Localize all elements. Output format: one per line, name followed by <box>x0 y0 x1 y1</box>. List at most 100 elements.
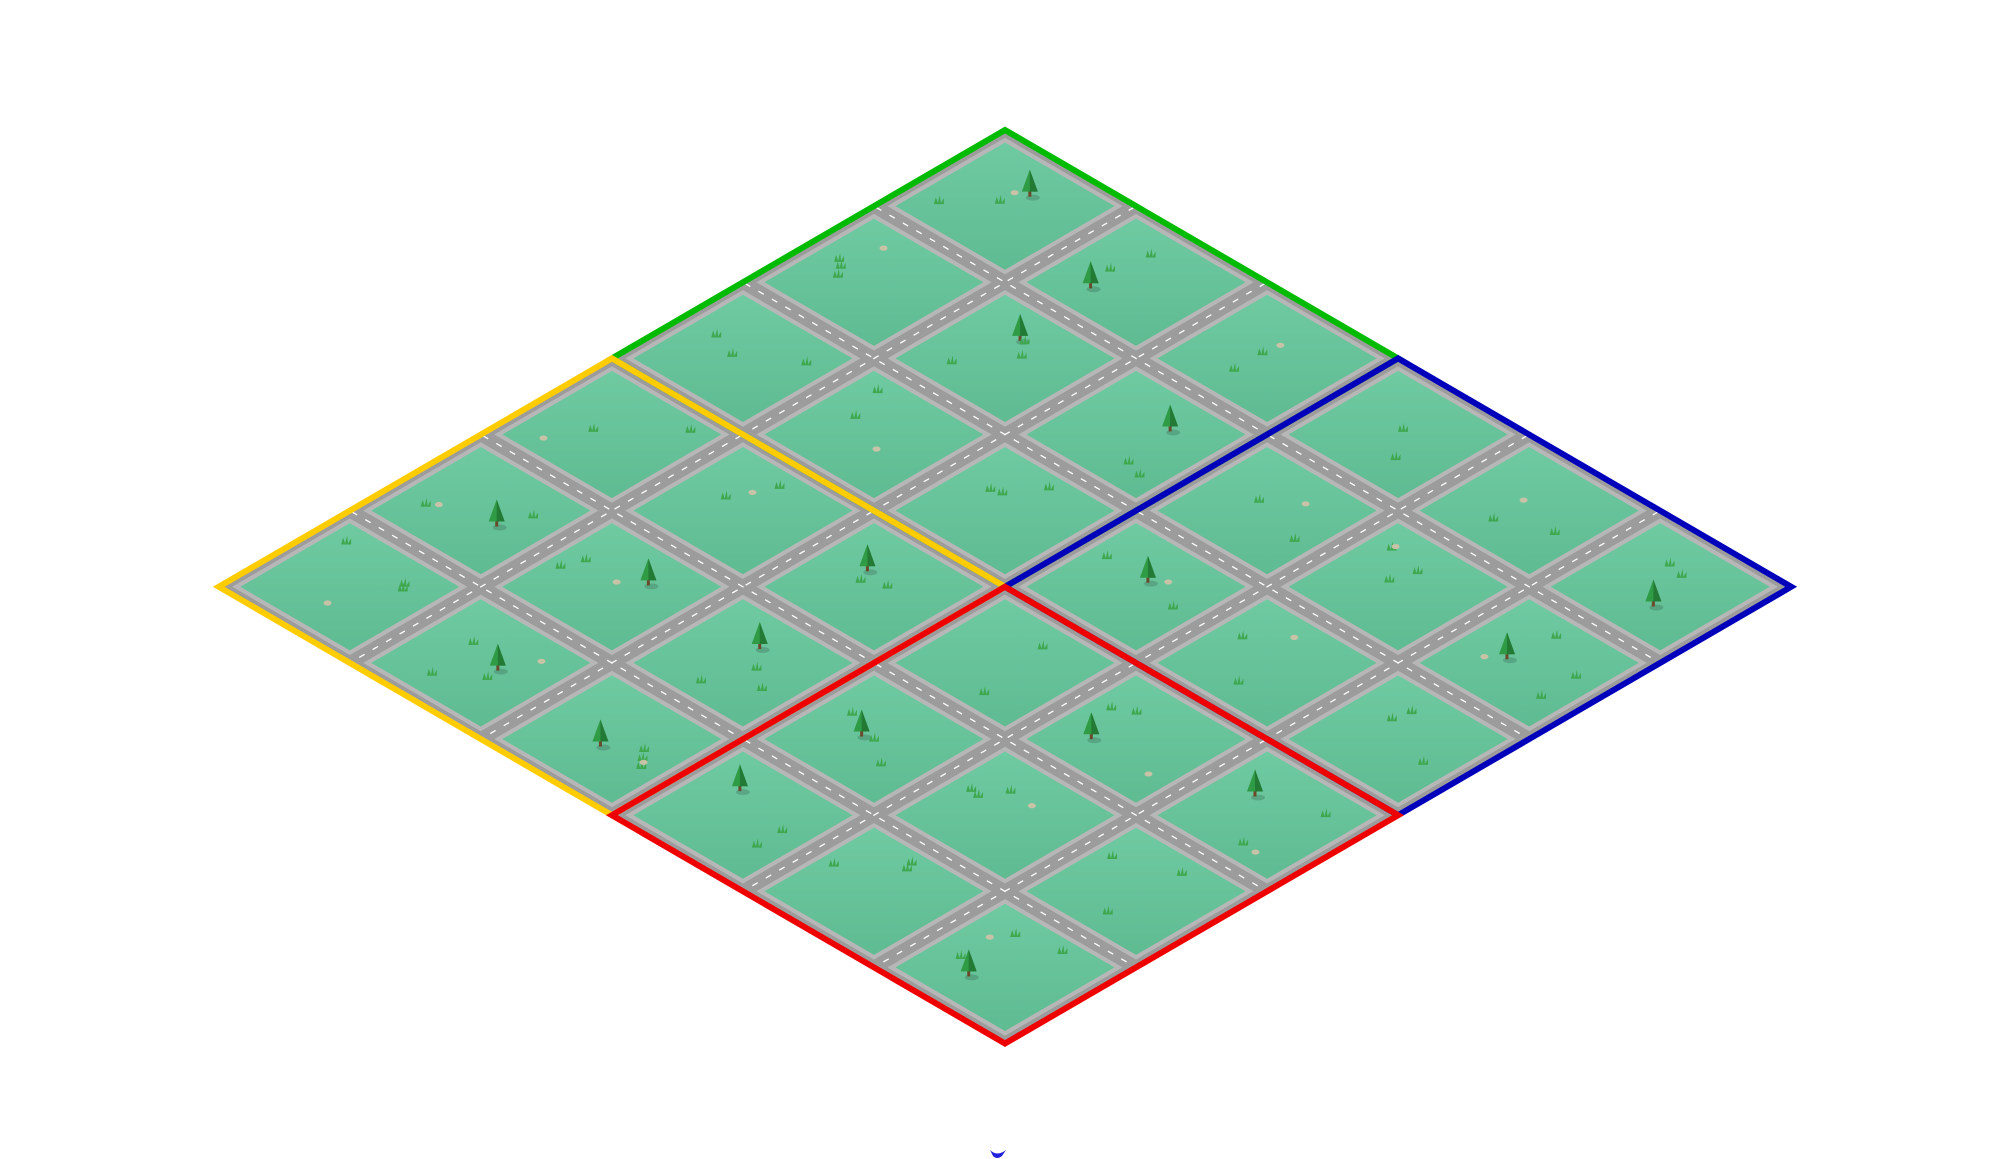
lane-marking <box>996 733 1003 739</box>
lane-marking <box>1325 620 1332 625</box>
lane-marking <box>1427 489 1434 495</box>
lane-marking <box>1094 485 1101 491</box>
grass-tuft-icon <box>1406 705 1417 715</box>
tree-shade <box>1147 555 1156 578</box>
tree-trunk <box>758 642 762 650</box>
lane-marking <box>405 542 412 547</box>
grass-block <box>502 370 722 499</box>
lane-marking <box>1104 339 1111 344</box>
lane-marking <box>993 741 1000 746</box>
cursor-layer <box>990 1150 1006 1158</box>
lane-marking <box>1631 645 1638 651</box>
lane-marking <box>1094 942 1101 947</box>
grass-block <box>1026 218 1246 346</box>
lane-marking <box>819 843 826 848</box>
lane-marking <box>1164 526 1171 532</box>
tree-shadow <box>755 647 770 654</box>
tree-trunk <box>1089 732 1093 740</box>
lane-marking <box>940 316 947 321</box>
grass-tuft-icon <box>1107 850 1118 860</box>
grass-tuft-icon <box>636 760 647 770</box>
grass-block <box>895 599 1115 727</box>
lane-marking <box>584 675 591 680</box>
rock-icon <box>1290 634 1299 640</box>
grass-block <box>1288 370 1508 499</box>
lane-marking <box>980 292 987 297</box>
lane-marking <box>953 765 960 770</box>
tree-shade <box>1653 579 1662 602</box>
lane-marking <box>983 269 990 274</box>
lane-marking <box>1232 298 1239 303</box>
grass-tuft-icon <box>901 862 912 872</box>
lane-marking <box>1044 407 1051 413</box>
lane-marking <box>765 874 772 879</box>
lane-marking <box>1144 819 1151 824</box>
grass-tuft-icon <box>720 490 731 500</box>
lane-marking <box>953 308 960 313</box>
grass-block <box>502 523 722 651</box>
lane-marking <box>485 589 492 594</box>
tree-trunk <box>496 663 500 671</box>
tree-shadow <box>857 734 872 741</box>
lane-marking <box>1430 528 1437 534</box>
grass-tuft-icon <box>946 355 957 365</box>
lane-marking <box>1178 329 1185 334</box>
tree-trunk <box>1253 789 1257 797</box>
lane-marking <box>932 848 939 854</box>
grass-tuft-icon <box>711 328 722 338</box>
lane-marking <box>533 552 540 557</box>
grass-tuft-icon <box>399 577 410 587</box>
grass-block <box>764 370 984 499</box>
lane-marking <box>1316 706 1323 711</box>
lane-marking <box>1598 542 1605 547</box>
lane-marking <box>624 651 631 657</box>
grass-tuft-icon <box>1105 262 1116 272</box>
lane-marking <box>986 423 993 428</box>
grass-tuft-icon <box>1057 944 1068 954</box>
lane-marking <box>1487 714 1494 719</box>
tree-shadow <box>644 583 659 590</box>
lane-marking <box>1245 573 1252 578</box>
lane-marking <box>771 298 778 303</box>
tree-shade <box>867 544 876 567</box>
lane-marking <box>1289 722 1296 727</box>
lane-marking <box>1564 606 1571 612</box>
tree-trunk <box>865 564 869 572</box>
lane-marking <box>412 622 419 627</box>
lane-marking <box>858 653 865 658</box>
lane-marking <box>751 591 758 596</box>
lane-marking <box>1184 386 1191 391</box>
grass-tuft-icon <box>985 482 996 492</box>
lane-marking <box>530 706 537 711</box>
lane-marking <box>1440 481 1447 487</box>
lane-marking <box>1063 316 1070 321</box>
rock-icon <box>1519 497 1528 503</box>
grass-block <box>895 751 1115 879</box>
lane-marking <box>986 880 993 885</box>
tree-trunk <box>1168 424 1172 432</box>
lane-marking <box>1524 583 1531 588</box>
lane-marking <box>1053 462 1060 467</box>
lane-marking <box>959 864 966 869</box>
lane-marking <box>1071 848 1078 854</box>
lane-marking <box>479 583 486 588</box>
lane-marking <box>1023 749 1030 754</box>
lane-marking <box>727 729 734 735</box>
lane-marking <box>1225 606 1232 612</box>
lane-marking <box>600 513 607 518</box>
lane-marking <box>1591 622 1598 627</box>
lane-marking <box>1360 528 1367 534</box>
lane-marking <box>1020 725 1027 731</box>
lane-marking <box>1366 643 1373 649</box>
grass-tuft-icon <box>1257 346 1268 356</box>
rock-icon <box>1164 579 1173 585</box>
grass-tuft-icon <box>777 824 788 834</box>
lane-marking <box>1577 614 1584 619</box>
grass-tuft-icon <box>966 782 977 792</box>
lane-marking <box>812 542 819 547</box>
lane-marking <box>1077 323 1084 329</box>
lane-marking <box>1010 741 1017 746</box>
district-border-south <box>605 583 1405 1047</box>
